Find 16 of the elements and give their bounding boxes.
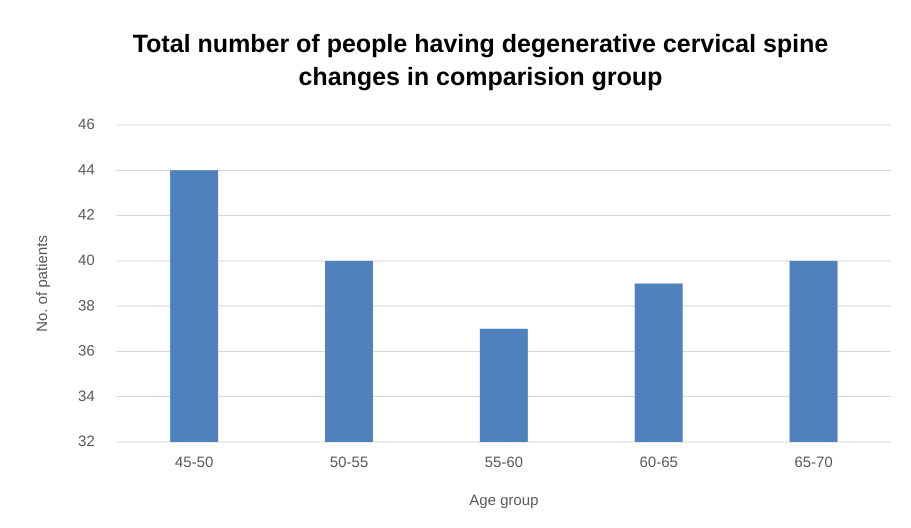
chart-title: Total number of people having degenerative cervical spine changes in comparision group	[132, 29, 830, 93]
y-tick-label: 32	[78, 433, 95, 450]
x-tick-label: 65-70	[794, 454, 833, 472]
x-tick-label: 45-50	[174, 454, 214, 472]
x-tick-label: 60-65	[640, 454, 678, 472]
x-tick-label: 55-60	[484, 454, 524, 472]
y-tick-label: 34	[78, 388, 95, 405]
x-tick-label: 50-55	[330, 454, 368, 472]
y-tick-label: 36	[78, 342, 95, 360]
x-axis-title: Age group	[469, 492, 538, 510]
y-tick-label: 42	[78, 206, 95, 224]
y-axis-title: No. of patients	[34, 235, 52, 332]
y-tick-label: 46	[78, 116, 95, 134]
y-tick-label: 38	[78, 297, 95, 314]
y-tick-label: 44	[78, 161, 95, 178]
y-tick-label: 40	[78, 252, 95, 269]
